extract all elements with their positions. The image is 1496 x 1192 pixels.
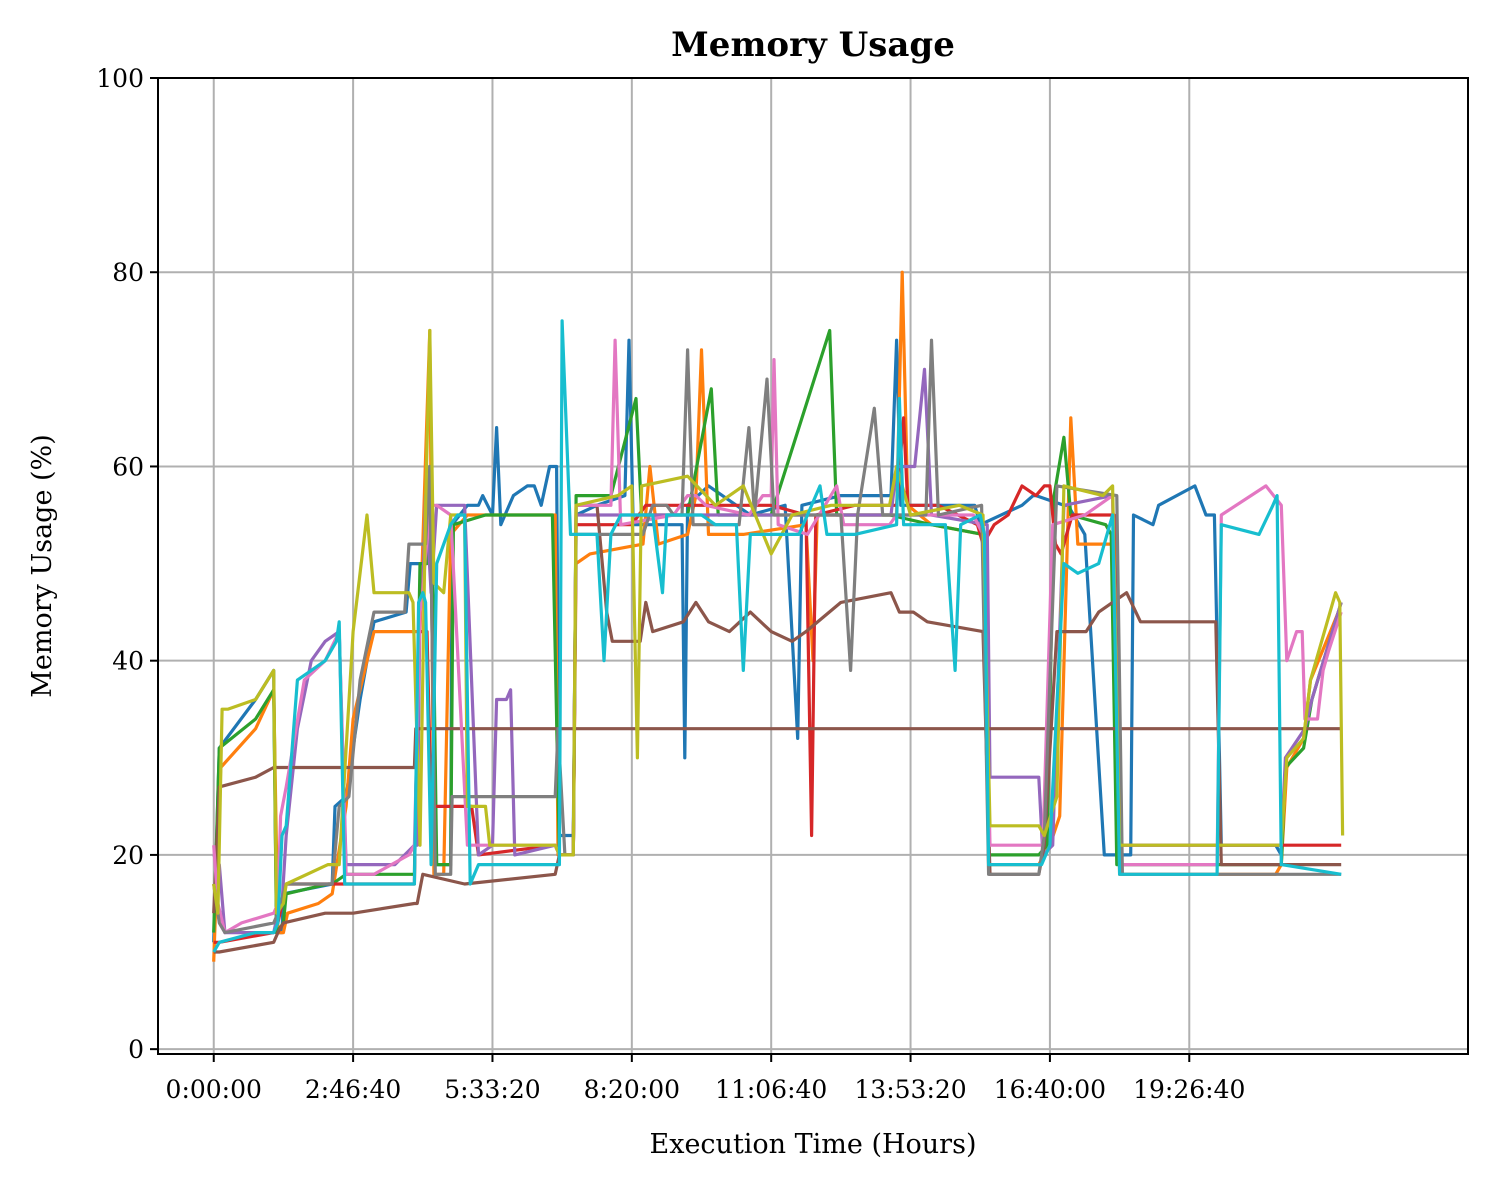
- series-line-7: [213, 503, 1342, 954]
- x-tick-label: 11:06:40: [715, 1075, 827, 1104]
- series-line-11: [212, 319, 1342, 953]
- x-tick-label: 2:46:40: [305, 1075, 401, 1104]
- y-tick-label: 100: [96, 64, 144, 93]
- y-axis-label: Memory Usage (%): [27, 434, 58, 698]
- x-axis-label: Execution Time (Hours): [650, 1129, 977, 1160]
- x-tick-label: 0:00:00: [166, 1075, 262, 1104]
- x-tick-label: 8:20:00: [584, 1075, 680, 1104]
- grid-lines: [158, 77, 1468, 1054]
- y-tick-label: 0: [128, 1035, 144, 1064]
- series-line-9: [212, 338, 1342, 935]
- chart-title: Memory Usage: [671, 25, 955, 65]
- y-tick-label: 20: [112, 841, 144, 870]
- x-tick-label: 19:26:40: [1133, 1075, 1245, 1104]
- plot-frame: [157, 77, 1469, 1055]
- y-tick-label: 80: [112, 258, 144, 287]
- x-tick-label: 16:40:00: [994, 1075, 1106, 1104]
- series-layer: [212, 270, 1345, 962]
- y-tick-label: 60: [112, 452, 144, 481]
- tick-layer: 0:00:00 2:46:40 5:33:20 8:20:00 11:06:40 13:5…: [96, 64, 1245, 1104]
- series-line-2: [212, 270, 1342, 962]
- x-tick-label: 13:53:20: [854, 1075, 966, 1104]
- x-tick-label: 5:33:20: [444, 1075, 540, 1104]
- series-line-3: [212, 328, 1343, 935]
- y-tick-label: 40: [112, 647, 144, 676]
